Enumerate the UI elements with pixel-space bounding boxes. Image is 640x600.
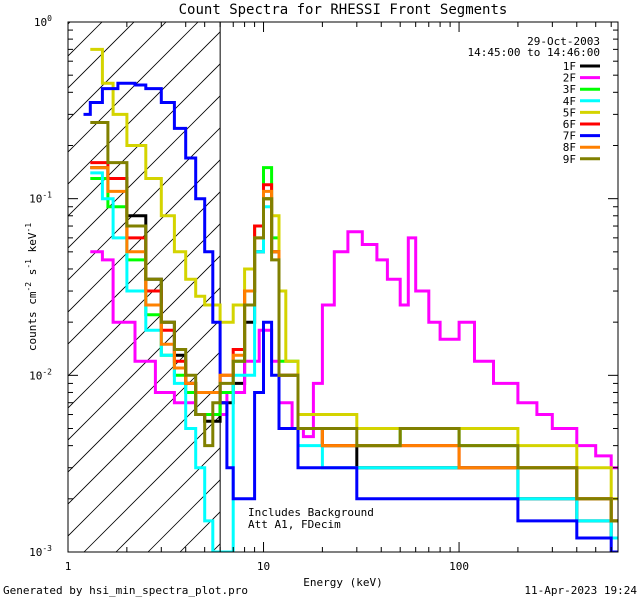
x-tick-label: 100: [449, 560, 469, 573]
hatch-line: [68, 22, 135, 89]
x-axis-ticks: 1 10 100: [65, 22, 612, 573]
annotation-background: Includes Background: [248, 506, 374, 519]
legend-label-6F: 6F: [563, 118, 576, 131]
y-axis-ticks: 10-3 10-2 10-1 100: [29, 14, 618, 559]
hatch-line: [68, 383, 221, 537]
hatch-line: [68, 22, 103, 57]
hatch-line: [68, 319, 221, 473]
legend-label-7F: 7F: [563, 130, 576, 143]
legend-label-3F: 3F: [563, 83, 576, 96]
date-label: 29-Oct-2003: [527, 35, 600, 48]
hatch-line: [68, 31, 221, 185]
y-tick-label: 10-3: [29, 544, 52, 559]
series-lines: [83, 47, 618, 552]
legend-label-2F: 2F: [563, 72, 576, 85]
hatch-line: [68, 351, 221, 505]
series-line-9F: [90, 121, 618, 523]
hatch-line: [68, 191, 221, 345]
y-axis-label: counts cm-2 s-1 keV-1: [24, 223, 39, 351]
legend-label-4F: 4F: [563, 95, 576, 108]
y-tick-label: 10-1: [29, 191, 52, 206]
x-axis-label: Energy (keV): [303, 576, 382, 589]
plot-frame: [67, 21, 619, 553]
x-tick-label: 1: [65, 560, 72, 573]
hatch-line: [115, 447, 221, 552]
footer-timestamp: 11-Apr-2023 19:24: [524, 584, 637, 597]
y-tick-label: 100: [34, 14, 52, 29]
hatch-line: [68, 223, 221, 377]
hatch-line: [68, 22, 167, 121]
series-line-7F: [83, 81, 618, 552]
chart-title: Count Spectra for RHESSI Front Segments: [179, 2, 508, 18]
annotation-attenuator: Att A1, FDecim: [248, 518, 341, 531]
hatch-line: [83, 415, 221, 552]
legend-label-5F: 5F: [563, 106, 576, 119]
x-tick-label: 10: [257, 560, 270, 573]
y-tick-label: 10-2: [29, 367, 52, 382]
footer-generated-by: Generated by hsi_min_spectra_plot.pro: [3, 584, 248, 597]
hatch-line: [68, 22, 199, 153]
legend-label-9F: 9F: [563, 153, 576, 166]
time-range-label: 14:45:00 to 14:46:00: [468, 46, 600, 59]
legend-label-1F: 1F: [563, 60, 576, 73]
legend-label-8F: 8F: [563, 141, 576, 154]
